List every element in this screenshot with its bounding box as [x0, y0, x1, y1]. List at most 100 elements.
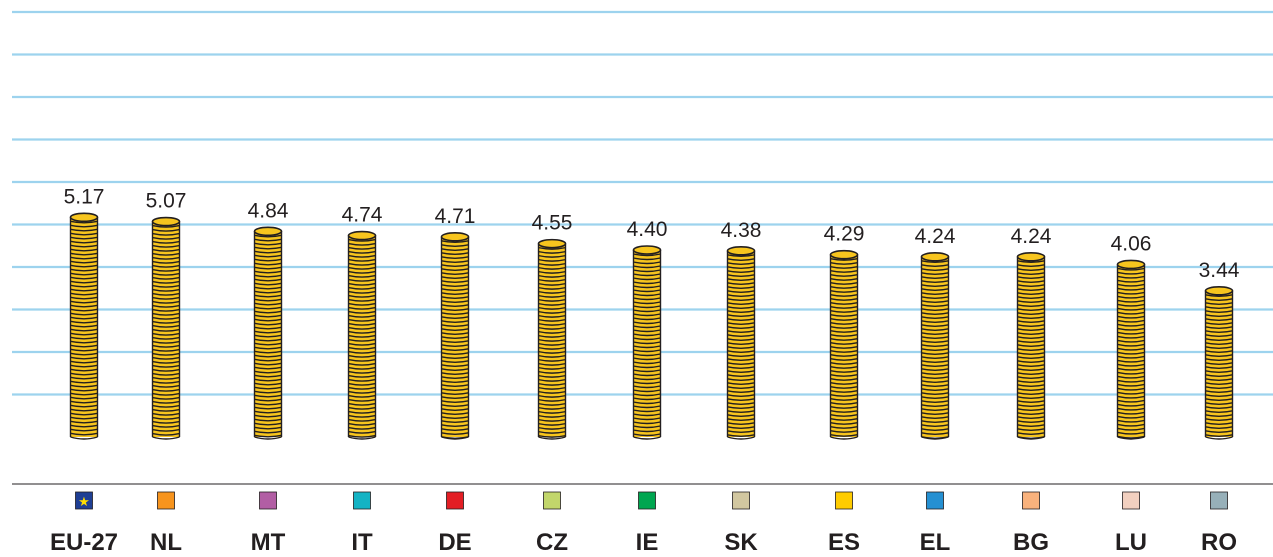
- coin-top: [632, 245, 662, 255]
- coin-ridges: [70, 220, 98, 436]
- coin-ridges: [254, 234, 282, 438]
- category-label: MT: [251, 529, 286, 556]
- bar: [440, 232, 470, 440]
- category-label: DE: [438, 529, 471, 556]
- bar: [632, 245, 662, 440]
- coin-ridges: [830, 257, 858, 437]
- country-color-swatch: [353, 491, 371, 510]
- coin-ridges: [348, 238, 376, 438]
- value-label: 3.44: [1199, 259, 1240, 282]
- value-label: 4.06: [1111, 232, 1152, 255]
- coin-stack-bottom: [921, 436, 949, 440]
- coin-ridges: [921, 260, 949, 439]
- coin-stack-bottom: [1117, 436, 1145, 440]
- coin-ridges: [1205, 294, 1233, 437]
- value-label: 4.29: [824, 223, 865, 246]
- category-label: SK: [724, 529, 758, 556]
- category-label: EL: [920, 529, 951, 556]
- country-color-swatch: [1210, 491, 1228, 510]
- coin-top: [69, 212, 99, 223]
- bar: [347, 230, 377, 440]
- bars: [69, 212, 1234, 440]
- coin-top: [726, 246, 756, 256]
- coin-top: [347, 230, 377, 241]
- coin-top: [253, 226, 283, 237]
- bar: [69, 212, 99, 440]
- value-label: 5.07: [146, 190, 187, 213]
- country-color-swatch: [926, 491, 944, 510]
- category-labels: EU-27 NL MT IT DE CZ IE SK ES EL BG LU RO: [50, 529, 1237, 556]
- legend-flags: ★: [75, 491, 1228, 510]
- country-color-swatch: [259, 491, 277, 510]
- category-label: RO: [1201, 529, 1237, 556]
- coin-stack-body: [254, 231, 282, 437]
- country-color-swatch: [1022, 491, 1040, 510]
- category-label: ES: [828, 529, 860, 556]
- coin-ridges: [152, 224, 180, 436]
- category-label: BG: [1013, 529, 1049, 556]
- bar: [726, 246, 756, 440]
- coin-stack-bottom: [254, 436, 282, 440]
- coin-stack-body: [830, 254, 858, 437]
- coin-stack-bottom: [830, 436, 858, 440]
- bar: [1016, 251, 1046, 440]
- coin-top: [829, 249, 859, 260]
- coin-ridges: [441, 240, 469, 440]
- category-label: EU-27: [50, 529, 118, 556]
- value-label: 4.55: [532, 212, 573, 235]
- country-color-swatch: [732, 491, 750, 510]
- country-color-swatch: [446, 491, 464, 510]
- country-color-swatch: [1122, 491, 1140, 510]
- bar: [1116, 259, 1146, 440]
- value-label: 4.38: [721, 219, 762, 242]
- country-color-swatch: [638, 491, 656, 510]
- coin-stack-bottom: [1017, 436, 1045, 440]
- coin-stack-bottom: [1205, 436, 1233, 440]
- coin-stack-bottom: [441, 436, 469, 440]
- coin-stack-bottom: [538, 436, 566, 440]
- coin-ridges: [633, 253, 661, 437]
- bar: [151, 216, 181, 440]
- gridlines: [12, 10, 1273, 396]
- coin-top: [1204, 285, 1234, 296]
- category-label: CZ: [536, 529, 568, 556]
- coin-ridges: [1017, 260, 1045, 439]
- coin-top: [920, 251, 950, 262]
- bar: [829, 249, 859, 440]
- category-label: IT: [351, 529, 373, 556]
- bar: [537, 238, 567, 440]
- value-label: 5.17: [64, 185, 105, 208]
- coin-top: [440, 232, 470, 242]
- country-color-swatch: [543, 491, 561, 510]
- value-label: 4.74: [342, 204, 383, 227]
- coin-ridges: [1117, 267, 1145, 439]
- value-label: 4.40: [627, 218, 668, 241]
- value-label: 4.84: [248, 199, 289, 222]
- bar: [1204, 285, 1234, 440]
- eu-star-icon: ★: [78, 495, 90, 510]
- coin-stack-bottom: [152, 436, 180, 440]
- value-label: 4.24: [1011, 225, 1052, 248]
- category-label: IE: [636, 529, 659, 556]
- coin-top: [151, 216, 181, 227]
- coin-stack-bottom: [70, 436, 98, 440]
- coin-ridges: [727, 254, 755, 438]
- country-color-swatch: [157, 491, 175, 510]
- coin-stack-body: [152, 221, 180, 437]
- value-labels: 5.17 5.07 4.84 4.74 4.71 4.55 4.40 4.38 4.29 4.24…: [64, 185, 1240, 282]
- category-label: NL: [150, 529, 182, 556]
- coin-top: [1116, 259, 1146, 270]
- bar: [253, 226, 283, 440]
- value-label: 4.71: [435, 205, 476, 228]
- coin-top: [1016, 251, 1046, 262]
- coin-ridges: [538, 246, 566, 438]
- coin-stack-bottom: [633, 436, 661, 440]
- value-label: 4.24: [915, 225, 956, 248]
- country-color-swatch: [835, 491, 853, 510]
- eu-flag-icon: [75, 491, 93, 510]
- bar: [920, 251, 950, 440]
- coin-stack-bottom: [348, 436, 376, 440]
- coin-stack-bottom: [727, 436, 755, 440]
- coin-top: [537, 238, 567, 249]
